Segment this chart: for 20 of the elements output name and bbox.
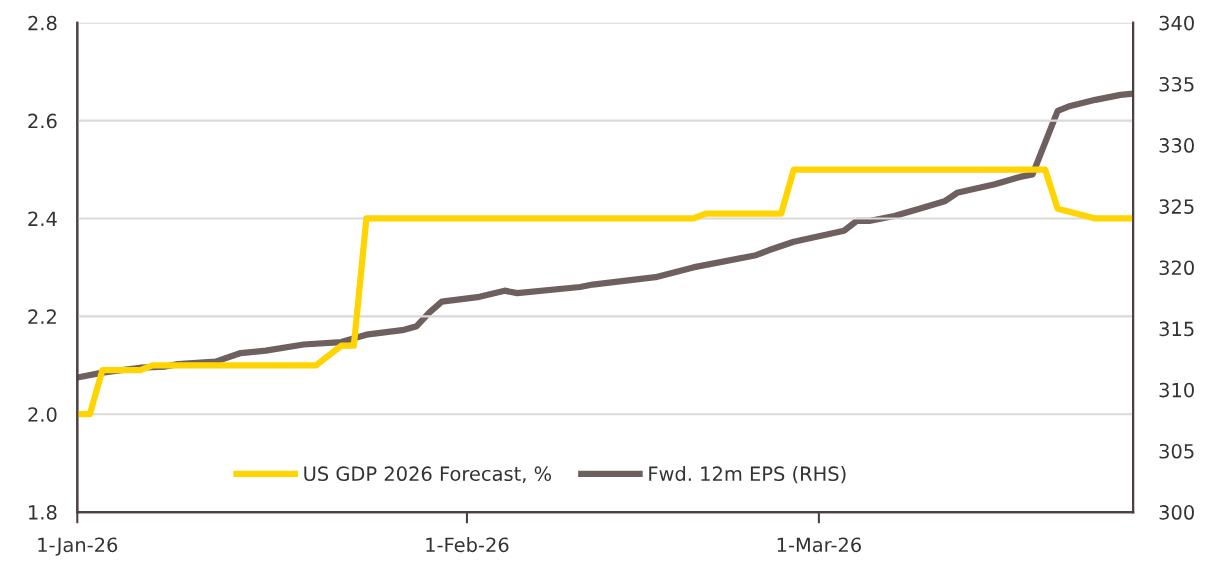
y2-tick-label: 325: [1159, 199, 1194, 214]
y2-tick-label: 300: [1159, 505, 1194, 520]
y2-tick-label: 320: [1159, 260, 1194, 276]
legend-label: US GDP 2026 Forecast, %: [304, 466, 552, 484]
y-tick-label: 2.2: [28, 309, 56, 324]
x-tick-label: 1-Jan-26: [38, 537, 118, 556]
y-tick-label: 2.6: [28, 113, 57, 129]
y-tick-label: 2.0: [28, 407, 57, 422]
y2-tick-label: 305: [1159, 443, 1194, 459]
y2-tick-label: 330: [1159, 138, 1194, 153]
y2-tick-label: 335: [1159, 76, 1194, 92]
y-tick-label: 2.4: [28, 211, 57, 226]
x-tick-label: 1-Feb-26: [426, 537, 509, 553]
y2-tick-label: 310: [1159, 382, 1194, 398]
x-tick-label: 1-Mar-26: [777, 537, 861, 553]
y2-tick-label: 340: [1159, 15, 1194, 31]
y2-tick-label: 315: [1159, 321, 1194, 337]
y-tick-label: 1.8: [29, 505, 57, 520]
legend-label: Fwd. 12m EPS (RHS): [649, 465, 846, 484]
y-tick-label: 2.8: [28, 15, 57, 31]
